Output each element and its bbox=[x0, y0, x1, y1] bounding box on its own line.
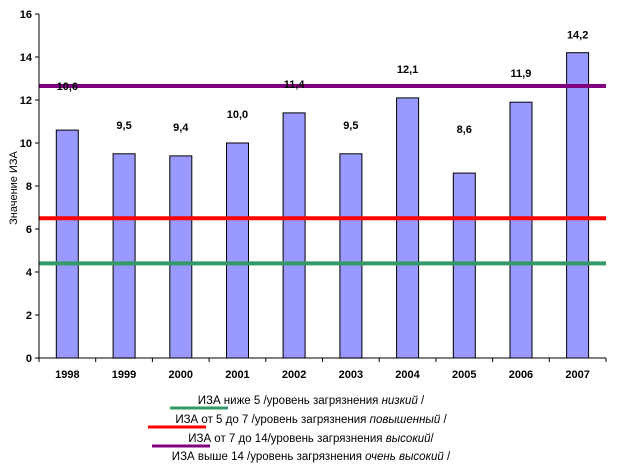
bar-1998 bbox=[55, 129, 79, 359]
x-tick-label: 2000 bbox=[169, 369, 193, 381]
y-tick-label: 4 bbox=[26, 267, 33, 279]
bar-1999 bbox=[112, 153, 136, 359]
data-label-2007: 14,2 bbox=[567, 30, 588, 42]
bar-2000 bbox=[169, 155, 193, 359]
x-tick-label: 2003 bbox=[339, 369, 363, 381]
bar-2003 bbox=[339, 153, 363, 359]
x-tick-label: 1998 bbox=[55, 369, 79, 381]
x-tick-label: 2001 bbox=[225, 369, 249, 381]
y-tick-label: 10 bbox=[20, 138, 32, 150]
bar-2005 bbox=[452, 172, 476, 359]
bar-2006 bbox=[509, 101, 533, 359]
data-label-2004: 12,1 bbox=[397, 64, 418, 76]
data-label-2000: 9,4 bbox=[173, 122, 189, 134]
bar-2001 bbox=[226, 142, 249, 359]
data-label-2006: 11,9 bbox=[511, 68, 532, 80]
legend-item-2: ИЗА от 5 до 7 /уровень загрязнения повыш… bbox=[175, 414, 447, 426]
y-tick-label: 2 bbox=[26, 310, 32, 322]
x-tick-label: 1999 bbox=[112, 369, 136, 381]
x-tick-label: 2007 bbox=[565, 369, 589, 381]
y-tick-label: 14 bbox=[20, 52, 33, 64]
y-tick-label: 16 bbox=[20, 9, 32, 21]
legend-item-1: ИЗА ниже 5 /уровень загрязнения низкий / bbox=[198, 395, 425, 407]
bar-2007 bbox=[566, 52, 590, 359]
data-label-2003: 9,5 bbox=[343, 120, 358, 132]
x-tick-label: 2005 bbox=[452, 369, 476, 381]
bar-2002 bbox=[282, 112, 306, 359]
bar-2004 bbox=[396, 97, 420, 359]
y-tick-label: 0 bbox=[26, 353, 32, 365]
y-tick-label: 12 bbox=[20, 95, 32, 107]
data-label-1999: 9,5 bbox=[116, 120, 131, 132]
x-tick-label: 2006 bbox=[509, 369, 533, 381]
y-tick-label: 8 bbox=[26, 181, 32, 193]
x-tick-label: 2004 bbox=[395, 369, 420, 381]
y-tick-label: 6 bbox=[26, 224, 32, 236]
legend-item-4: ИЗА выше 14 /уровень загрязнения очень в… bbox=[172, 451, 451, 463]
legend-item-3: ИЗА от 7 до 14/уровень загрязнения высок… bbox=[188, 433, 434, 445]
data-label-2001: 10,0 bbox=[227, 109, 248, 121]
data-label-2002: 11,4 bbox=[284, 79, 306, 91]
x-tick-label: 2002 bbox=[282, 369, 306, 381]
data-label-2005: 8,6 bbox=[457, 124, 472, 136]
data-label-1998: 10,6 bbox=[57, 81, 78, 93]
y-axis-title: Значение ИЗА bbox=[8, 150, 20, 224]
